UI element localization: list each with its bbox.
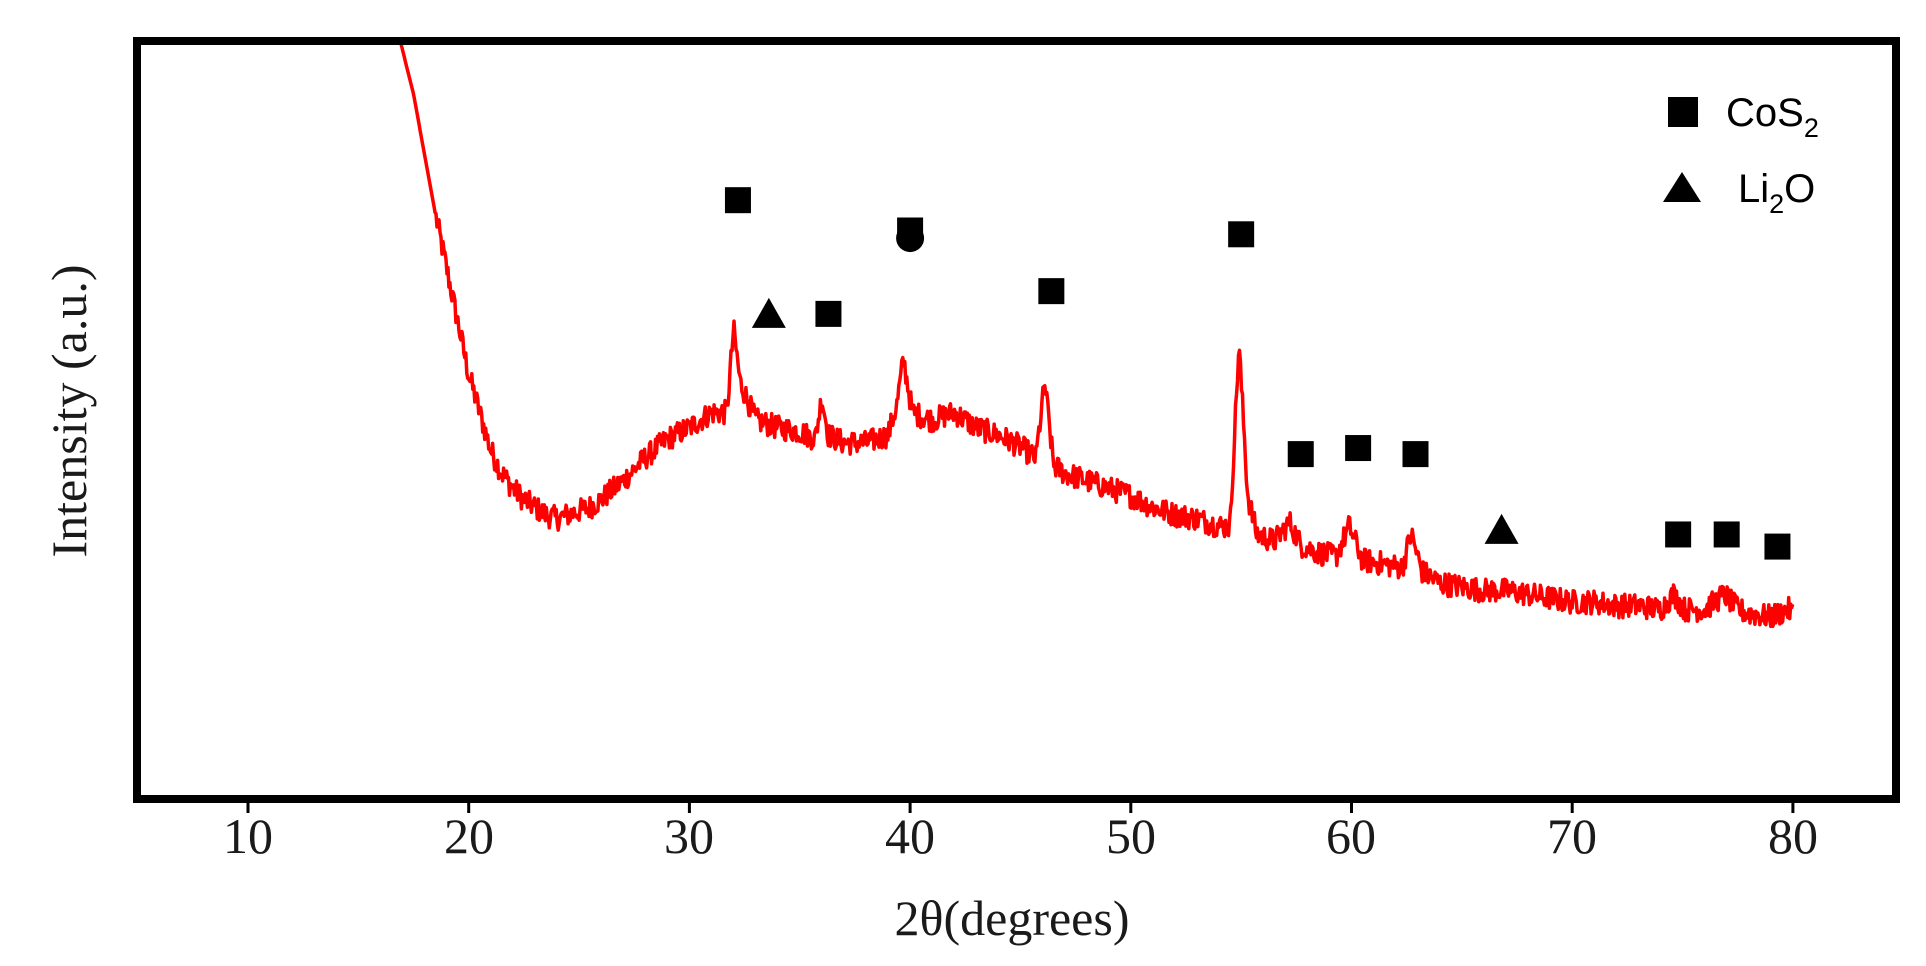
y-axis-title: Intensity (a.u.) — [41, 265, 97, 558]
x-tick-label: 30 — [664, 808, 714, 864]
legend-triangle-icon — [1663, 172, 1701, 202]
x-tick-label: 70 — [1547, 808, 1597, 864]
x-tick-label: 20 — [444, 808, 494, 864]
x-tick-label: 80 — [1768, 808, 1818, 864]
cos2-peak-marker — [1764, 533, 1791, 560]
li2o-peak-marker — [1484, 513, 1519, 544]
x-tick-marks — [246, 803, 1795, 813]
legend-square-icon — [1668, 97, 1698, 127]
intensity-series-line — [398, 40, 1795, 629]
li2o-peak-marker — [751, 297, 786, 328]
cos2-peak-marker — [1038, 278, 1065, 305]
x-tick-label: 60 — [1326, 808, 1376, 864]
cos2-peak-marker — [724, 187, 751, 214]
cos2-peak-marker — [897, 217, 924, 244]
x-axis-title: 2θ(degrees) — [895, 890, 1130, 946]
x-tick-label: 40 — [885, 808, 935, 864]
peak-markers — [724, 187, 1791, 560]
cos2-peak-marker — [1287, 441, 1314, 468]
x-tick-label: 50 — [1106, 808, 1156, 864]
plot-frame — [133, 37, 1900, 803]
cos2-peak-marker — [1402, 441, 1429, 468]
legend: CoS2 Li2O — [1663, 91, 1819, 219]
cos2-peak-marker — [815, 300, 842, 327]
cos2-peak-marker — [1713, 521, 1740, 548]
legend-label-li2o: Li2O — [1738, 167, 1815, 219]
legend-label-cos2: CoS2 — [1726, 91, 1819, 143]
cos2-peak-marker — [1665, 521, 1692, 548]
cos2-peak-marker — [1228, 221, 1255, 248]
cos2-peak-marker — [1345, 435, 1372, 462]
x-tick-label: 10 — [223, 808, 273, 864]
